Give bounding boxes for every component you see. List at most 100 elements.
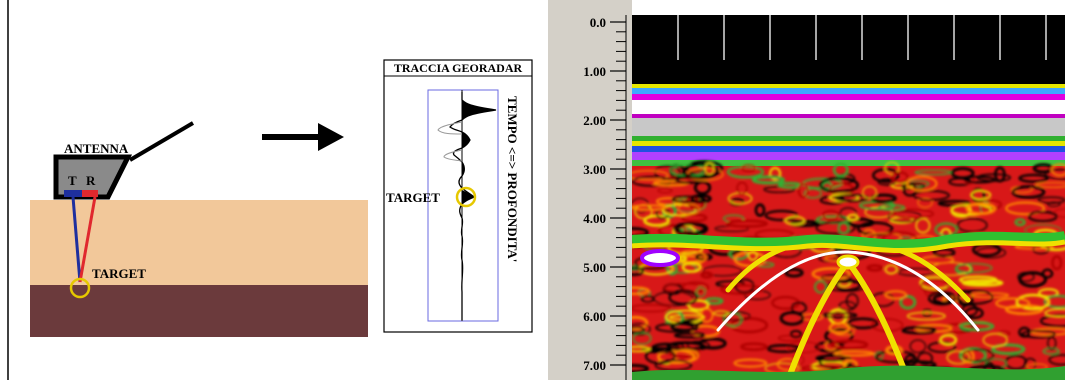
radargram-svg: 0.0 1.00 2.00 3.00 4.00 5.00 6.00 7.00 bbox=[548, 0, 1065, 380]
depth-tick-label: 3.00 bbox=[583, 162, 606, 177]
texture-blob bbox=[963, 175, 996, 184]
texture-blob bbox=[1014, 218, 1026, 227]
trace-faint-lobe-2 bbox=[443, 149, 463, 162]
antenna-cable bbox=[128, 121, 195, 162]
trace-faint-lobe-1 bbox=[437, 121, 463, 135]
texture-blob bbox=[1018, 271, 1048, 288]
depth-tick-label: 1.00 bbox=[583, 64, 606, 79]
trace-title: TRACCIA GEORADAR bbox=[394, 61, 523, 75]
band-yellow-2 bbox=[632, 141, 1065, 146]
band-green-2 bbox=[632, 160, 1065, 166]
texture-blob bbox=[725, 219, 769, 228]
texture-blob bbox=[673, 222, 707, 235]
texture-blob bbox=[632, 331, 652, 345]
texture-blob bbox=[909, 339, 927, 354]
texture-blob bbox=[1005, 201, 1046, 216]
texture-blob bbox=[884, 290, 907, 300]
band-magenta-mid bbox=[632, 114, 1065, 118]
texture-blob bbox=[670, 321, 700, 332]
ground-target-label: TARGET bbox=[92, 266, 146, 281]
trace-direct-wave-lobe bbox=[462, 100, 496, 120]
texture-blob bbox=[632, 286, 650, 296]
texture-blob bbox=[828, 321, 851, 335]
texture-blob bbox=[666, 263, 698, 274]
texture-blob bbox=[713, 310, 730, 317]
texture-blob bbox=[1015, 293, 1051, 311]
band-white bbox=[632, 100, 1065, 114]
texture-blob bbox=[632, 304, 672, 313]
texture-blob bbox=[1018, 173, 1049, 183]
depth-ruler bbox=[548, 0, 632, 380]
texture-blob bbox=[784, 267, 804, 278]
texture-blob bbox=[700, 271, 713, 279]
texture-blob bbox=[856, 221, 894, 236]
gpr-schematic-svg: ANTENNA T R TARGET TRACCIA GEORADAR bbox=[7, 0, 533, 380]
texture-blob bbox=[815, 354, 847, 362]
texture-blob bbox=[641, 295, 655, 303]
texture-blob bbox=[1050, 163, 1065, 177]
texture-blob bbox=[811, 267, 851, 281]
texture-blob bbox=[657, 349, 696, 365]
texture-blob bbox=[681, 281, 710, 293]
texture-blob bbox=[680, 213, 708, 223]
trace-target-label: TARGET bbox=[386, 190, 440, 205]
texture-blob bbox=[887, 210, 922, 223]
transmitter-pad bbox=[64, 190, 82, 197]
texture-blob bbox=[734, 278, 755, 294]
texture-blob bbox=[644, 348, 676, 365]
texture-blob bbox=[946, 350, 971, 365]
texture-blob bbox=[797, 182, 809, 198]
texture-blob bbox=[632, 315, 649, 331]
texture-blob bbox=[801, 365, 842, 372]
texture-blob bbox=[730, 317, 769, 334]
texture-blob bbox=[830, 339, 869, 350]
texture-blob bbox=[862, 185, 877, 199]
texture-blob bbox=[1044, 308, 1065, 318]
texture-blob bbox=[1040, 314, 1065, 328]
texture-blob bbox=[961, 348, 995, 362]
trace-markers bbox=[677, 15, 1047, 60]
antenna-label: ANTENNA bbox=[64, 141, 129, 156]
antenna-body bbox=[53, 154, 133, 200]
texture-blob bbox=[964, 307, 984, 320]
texture-blob bbox=[661, 203, 697, 217]
texture-blob bbox=[835, 279, 861, 291]
depth-tick-layer: 0.0 1.00 2.00 3.00 4.00 5.00 6.00 7.00 bbox=[583, 15, 627, 380]
texture-blob bbox=[674, 332, 706, 339]
texture-blob bbox=[965, 202, 997, 216]
depth-tick-label: 5.00 bbox=[583, 260, 606, 275]
texture-blob bbox=[917, 197, 933, 208]
depth-tick-label: 6.00 bbox=[583, 309, 606, 324]
texture-blob bbox=[814, 280, 828, 294]
texture-blob bbox=[741, 164, 757, 173]
texture-blob bbox=[740, 342, 768, 352]
texture-blob bbox=[736, 181, 748, 196]
texture-blob bbox=[970, 189, 992, 201]
texture-blob bbox=[1048, 354, 1065, 366]
texture-blob bbox=[769, 166, 782, 181]
texture-blob bbox=[764, 209, 799, 222]
band-yellow-5m bbox=[632, 239, 1065, 254]
bright-blob-left bbox=[640, 249, 680, 267]
texture-blob bbox=[847, 317, 879, 330]
texture-blob bbox=[699, 307, 714, 323]
arrow-icon bbox=[318, 123, 344, 151]
texture-blob bbox=[681, 261, 702, 273]
texture-blob bbox=[803, 188, 822, 199]
texture-blob bbox=[884, 264, 898, 275]
receiver-pad bbox=[82, 190, 98, 197]
texture-blob bbox=[671, 195, 706, 204]
band-grey bbox=[632, 118, 1065, 136]
depth-tick-label: 2.00 bbox=[583, 113, 606, 128]
texture-blob bbox=[837, 221, 850, 235]
texture-blob bbox=[832, 162, 849, 178]
texture-blob bbox=[632, 326, 646, 334]
texture-blob bbox=[1011, 185, 1046, 199]
texture-blob bbox=[917, 351, 933, 366]
texture-blob bbox=[848, 217, 875, 228]
texture-blob bbox=[751, 175, 785, 185]
texture-blob bbox=[632, 345, 651, 353]
band-green bbox=[632, 136, 1065, 141]
transmitted-ray bbox=[71, 196, 82, 283]
texture-blob bbox=[957, 289, 994, 305]
